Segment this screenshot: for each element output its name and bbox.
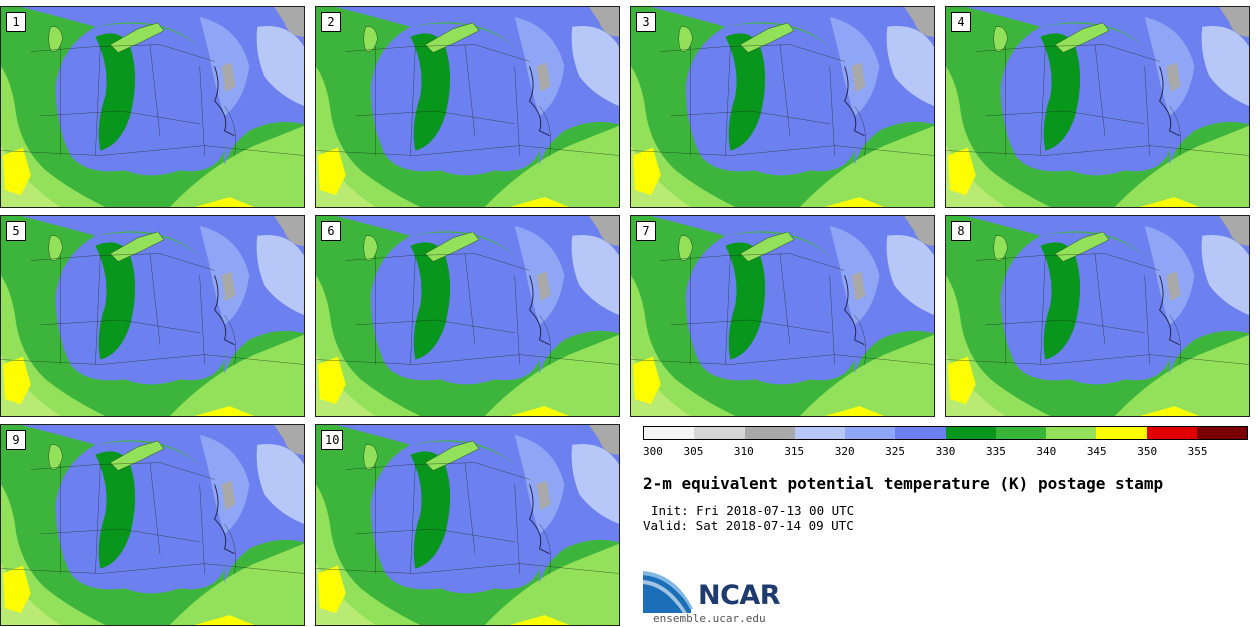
postage-stamp-panel: 7 <box>630 215 935 417</box>
member-number: 8 <box>951 221 971 241</box>
colorbar-tick-label: 310 <box>733 445 754 458</box>
colorbar-segment <box>794 427 845 439</box>
colorbar-segment <box>1146 427 1197 439</box>
member-number: 2 <box>321 12 341 32</box>
member-map <box>316 425 619 625</box>
colorbar-tick-label: 340 <box>1036 445 1057 458</box>
colorbar-tick-label: 300 <box>643 445 663 458</box>
member-map <box>316 216 619 416</box>
member-map <box>946 216 1249 416</box>
postage-stamp-panel: 1 <box>0 6 305 208</box>
member-number: 3 <box>636 12 656 32</box>
member-map <box>316 7 619 207</box>
member-map <box>631 216 934 416</box>
postage-stamp-panel: 5 <box>0 215 305 417</box>
member-number: 7 <box>636 221 656 241</box>
member-map <box>1 216 304 416</box>
ncar-logo-icon <box>643 571 693 613</box>
member-number: 9 <box>6 430 26 450</box>
colorbar-tick-label: 315 <box>784 445 805 458</box>
member-map <box>946 7 1249 207</box>
colorbar-tick-label: 355 <box>1187 445 1208 458</box>
init-time: Init: Fri 2018-07-13 00 UTC <box>651 503 855 518</box>
colorbar-segment <box>945 427 996 439</box>
valid-time: Valid: Sat 2018-07-14 09 UTC <box>643 518 854 533</box>
colorbar-tick-label: 320 <box>834 445 855 458</box>
member-map <box>1 7 304 207</box>
member-number: 5 <box>6 221 26 241</box>
colorbar-ticks: 300 305 310 315 320 325 330 335 340 345 350 355 <box>643 445 1248 459</box>
colorbar-tick-label: 335 <box>985 445 1006 458</box>
colorbar-segment <box>995 427 1046 439</box>
colorbar-tick-label: 350 <box>1137 445 1158 458</box>
member-map <box>1 425 304 625</box>
member-number: 6 <box>321 221 341 241</box>
colorbar-segment <box>1046 427 1097 439</box>
colorbar-segment <box>1196 427 1247 439</box>
colorbar-segment <box>1096 427 1147 439</box>
site-url: ensemble.ucar.edu <box>653 612 766 625</box>
colorbar-tick-label: 305 <box>683 445 704 458</box>
postage-stamp-panel: 2 <box>315 6 620 208</box>
colorbar-segment <box>744 427 795 439</box>
postage-stamp-panel: 8 <box>945 215 1250 417</box>
logo-wordmark: NCAR <box>698 580 781 611</box>
postage-stamp-panel: 10 <box>315 424 620 626</box>
plot-title: 2-m equivalent potential temperature (K)… <box>643 474 1164 493</box>
member-number: 10 <box>321 430 344 450</box>
postage-stamp-panel: 9 <box>0 424 305 626</box>
postage-stamp-panel: 4 <box>945 6 1250 208</box>
postage-stamp-panel: 3 <box>630 6 935 208</box>
colorbar-tick-label: 325 <box>885 445 906 458</box>
colorbar-segment <box>845 427 896 439</box>
member-number: 4 <box>951 12 971 32</box>
colorbar-segment <box>694 427 745 439</box>
member-map <box>631 7 934 207</box>
colorbar-tick-label: 345 <box>1086 445 1107 458</box>
colorbar <box>643 426 1248 440</box>
member-number: 1 <box>6 12 26 32</box>
colorbar-tick-label: 330 <box>935 445 956 458</box>
postage-stamp-panel: 6 <box>315 215 620 417</box>
colorbar-segment <box>895 427 946 439</box>
colorbar-segment <box>644 427 695 439</box>
